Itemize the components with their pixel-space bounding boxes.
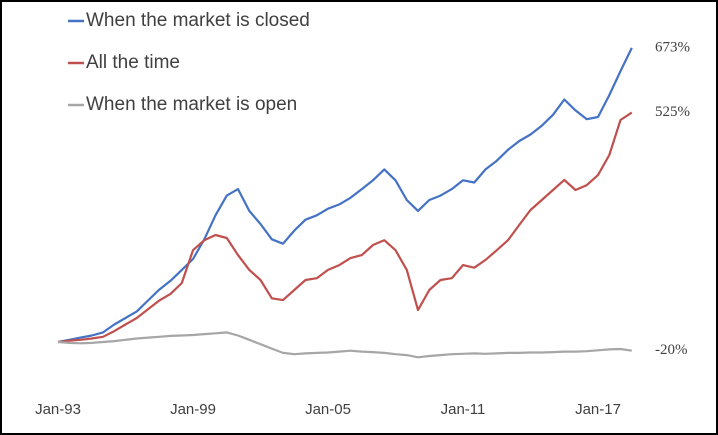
x-tick-label: Jan-93 xyxy=(35,401,81,418)
x-tick-label: Jan-11 xyxy=(441,401,486,418)
legend-label: When the market is open xyxy=(86,94,297,115)
series-line xyxy=(57,331,632,359)
value-label: -20% xyxy=(655,342,688,358)
x-tick-label: Jan-99 xyxy=(170,401,216,418)
legend-label: All the time xyxy=(86,52,180,73)
series-line xyxy=(57,111,633,344)
x-tick-label: Jan-17 xyxy=(575,401,621,418)
legend-label: When the market is closed xyxy=(86,10,310,31)
series-line xyxy=(57,47,633,344)
value-label: 525% xyxy=(655,104,690,120)
x-tick-label: Jan-05 xyxy=(305,401,351,418)
value-label: 673% xyxy=(655,39,690,55)
